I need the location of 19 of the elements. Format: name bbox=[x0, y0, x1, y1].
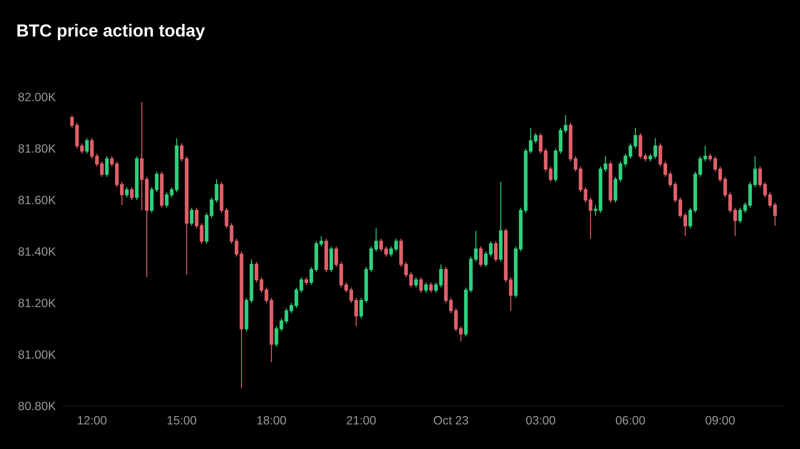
y-tick-label: 81.20K bbox=[18, 298, 56, 308]
y-tick-label: 80.80K bbox=[18, 402, 56, 410]
y-tick-label: 81.00K bbox=[18, 350, 56, 359]
x-tick-label: 03:00 bbox=[526, 416, 556, 425]
candlestick bbox=[494, 240, 498, 262]
candlestick bbox=[498, 181, 503, 262]
x-tick-label: 09:00 bbox=[706, 416, 735, 425]
y-tick-label: 81.60K bbox=[18, 196, 56, 204]
y-tick-label: 81.80K bbox=[18, 144, 56, 153]
x-tick-label: 06:00 bbox=[616, 416, 645, 425]
y-tick-label: 81.40K bbox=[18, 247, 56, 256]
x-tick-label: 12:00 bbox=[78, 416, 106, 425]
x-tick-label: 18:00 bbox=[257, 416, 286, 425]
x-tick-label: 15:00 bbox=[168, 416, 196, 425]
chart-title: BTC price action today bbox=[17, 24, 205, 40]
candlestick bbox=[105, 156, 109, 178]
y-tick-label: 82.00K bbox=[18, 92, 56, 102]
x-tick-label: Oct 23 bbox=[434, 416, 468, 425]
x-tick-label: 21:00 bbox=[346, 416, 376, 425]
